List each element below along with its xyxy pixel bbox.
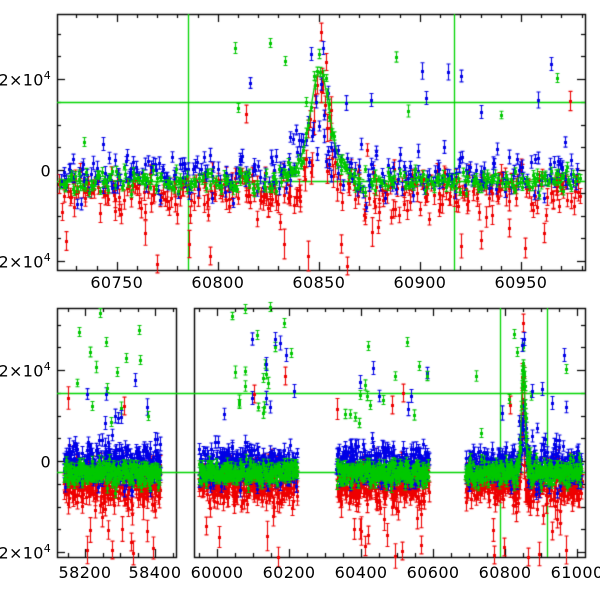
- light-curve-figure: 60750608006085060900609502×1040-2×104582…: [0, 0, 600, 600]
- plot-canvas: [0, 0, 600, 600]
